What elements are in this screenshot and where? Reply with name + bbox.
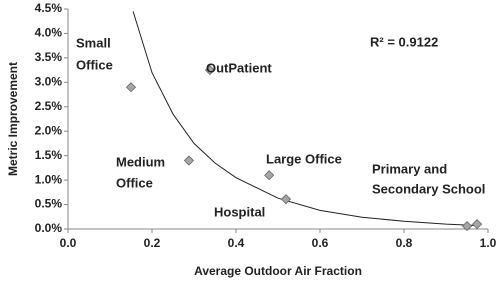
y-tick-label: 3.0% xyxy=(35,75,63,89)
y-tick-label: 1.5% xyxy=(35,148,63,162)
annotation: Hospital xyxy=(214,204,265,219)
annotation: Medium xyxy=(116,154,165,169)
x-tick-label: 0.6 xyxy=(312,236,329,250)
y-tick-label: 2.5% xyxy=(35,99,63,113)
annotation: R² = 0.9122 xyxy=(370,34,438,49)
x-tick-label: 1.0 xyxy=(480,236,497,250)
data-point xyxy=(204,65,216,76)
annotation: OutPatient xyxy=(206,60,272,75)
data-point xyxy=(280,194,292,205)
annotation: Office xyxy=(76,57,113,72)
annotation: Small xyxy=(76,35,111,50)
y-tick-label: 1.0% xyxy=(35,172,63,186)
data-point xyxy=(125,82,137,93)
x-tick-label: 0.4 xyxy=(228,236,245,250)
data-point xyxy=(472,219,483,230)
y-tick-label: 4.0% xyxy=(35,26,63,40)
y-tick-label: 3.5% xyxy=(35,50,63,64)
y-tick-label: 2.0% xyxy=(35,123,63,137)
data-point xyxy=(461,221,473,232)
y-axis-title: Metric Improvement xyxy=(6,62,20,176)
annotation: Secondary School xyxy=(372,181,485,196)
x-tick-label: 0.2 xyxy=(144,236,161,250)
y-tick-label: 4.5% xyxy=(35,1,63,15)
annotation: Primary and xyxy=(372,161,447,176)
y-tick-label: 0.5% xyxy=(35,197,63,211)
x-tick-label: 0.8 xyxy=(396,236,413,250)
x-tick-label: 0.0 xyxy=(60,236,77,250)
y-tick-label: 0.0% xyxy=(35,221,63,235)
x-axis-title: Average Outdoor Air Fraction xyxy=(194,264,362,278)
data-point xyxy=(183,155,195,166)
data-point xyxy=(264,170,275,181)
annotation: Office xyxy=(116,175,153,190)
annotation: Large Office xyxy=(266,151,342,166)
trendline xyxy=(132,11,480,227)
